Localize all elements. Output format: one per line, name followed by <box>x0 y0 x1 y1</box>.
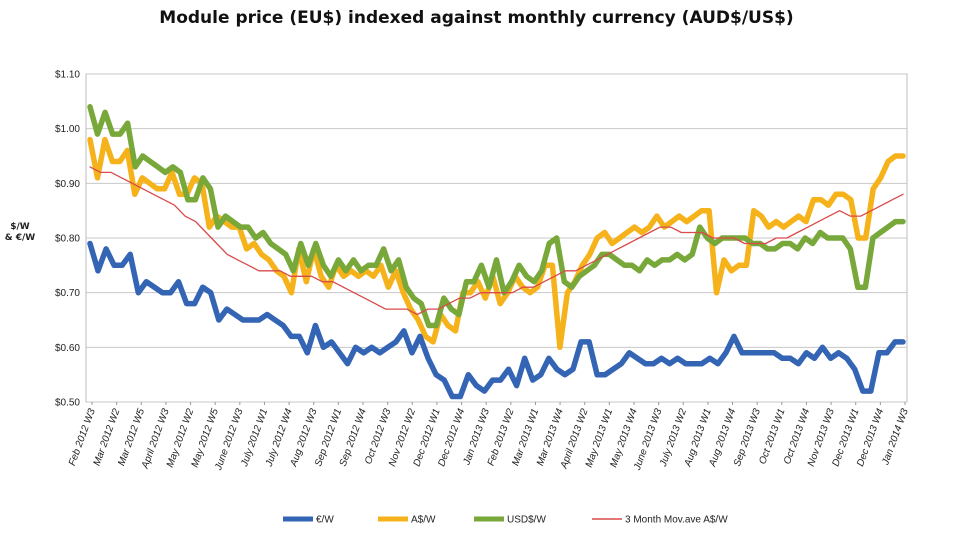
y-tick-label: $0.80 <box>55 234 80 245</box>
y-tick-label: $0.50 <box>55 398 80 409</box>
y-tick-label: $0.90 <box>55 179 80 190</box>
legend-entry: A$/W <box>411 515 436 526</box>
legend-entry: 3 Month Mov.ave A$/W <box>625 515 728 526</box>
y-tick-label: $1.10 <box>55 70 80 81</box>
y-tick-label: $1.00 <box>55 124 80 135</box>
series-line-3 <box>89 166 904 316</box>
y-axis-label-text: $/W & €/W <box>4 222 36 243</box>
y-tick-label: $0.60 <box>55 343 80 354</box>
series-line-1 <box>87 136 906 351</box>
legend-entry: USD$/W <box>507 515 546 526</box>
chart-title: Module price (EU$) indexed against month… <box>159 8 794 28</box>
y-axis-label: $/W & €/W <box>2 222 38 244</box>
series-line-0 <box>87 240 906 400</box>
legend-entry: €/W <box>316 515 334 526</box>
y-tick-label: $0.70 <box>55 288 80 299</box>
series-line-2 <box>87 104 906 329</box>
x-tick-label: Jan 2014 W3 <box>880 407 911 467</box>
